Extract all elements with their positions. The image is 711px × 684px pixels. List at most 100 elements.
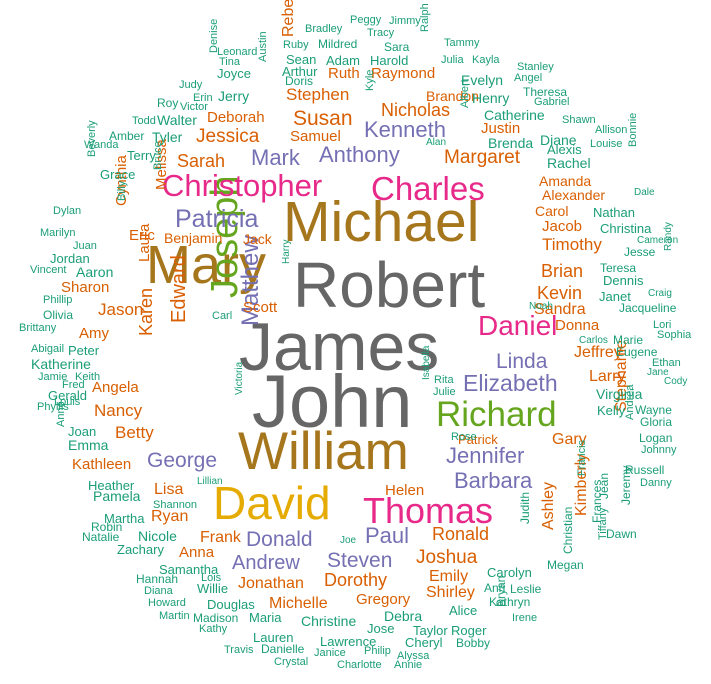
word-kevin: Kevin: [537, 283, 583, 303]
word-martha: Martha: [104, 511, 145, 526]
word-william: William: [238, 422, 409, 481]
word-alan: Alan: [426, 137, 447, 148]
word-ann: Ann: [484, 581, 506, 595]
word-amanda: Amanda: [539, 173, 592, 189]
word-crystal: Crystal: [274, 656, 309, 668]
word-natalie: Natalie: [82, 530, 120, 544]
word-leslie: Leslie: [510, 582, 542, 596]
word-rose: Rose: [451, 431, 477, 443]
word-larry: Larry: [589, 368, 626, 385]
word-patrick: Patrick: [458, 432, 498, 447]
word-bobby: Bobby: [456, 636, 491, 650]
word-cameron: Cameron: [637, 235, 679, 246]
word-howard: Howard: [148, 597, 186, 609]
word-craig: Craig: [648, 288, 672, 299]
word-donald: Donald: [246, 528, 313, 551]
word-alexander: Alexander: [542, 187, 606, 203]
word-zachary: Zachary: [117, 542, 164, 557]
word-jeremy: Jeremy: [619, 465, 633, 505]
word-jack: Jack: [243, 231, 272, 247]
word-brittany: Brittany: [19, 322, 57, 334]
word-gary: Gary: [552, 431, 587, 448]
word-sara: Sara: [384, 40, 410, 54]
word-taylor: Taylor: [413, 623, 448, 638]
word-edward: Edward: [168, 255, 190, 323]
word-ruby: Ruby: [283, 39, 309, 51]
word-leonard: Leonard: [217, 46, 258, 58]
word-anna: Anna: [179, 544, 215, 561]
word-ronald: Ronald: [432, 524, 490, 544]
word-tracy: Tracy: [367, 27, 395, 39]
word-george: George: [147, 449, 218, 472]
word-francis: Francis: [576, 439, 588, 476]
word-evelyn: Evelyn: [461, 72, 504, 88]
word-theresa: Theresa: [523, 85, 568, 99]
word-alice: Alice: [449, 603, 478, 618]
word-fred: Fred: [62, 379, 85, 391]
word-stanley: Stanley: [517, 61, 554, 73]
word-bradley: Bradley: [305, 23, 343, 35]
word-christopher: Christopher: [162, 168, 323, 203]
word-dawn: Dawn: [606, 527, 637, 541]
word-jesse: Jesse: [624, 245, 656, 259]
word-julie: Julie: [433, 386, 456, 398]
word-brandon: Brandon: [426, 88, 479, 104]
word-danielle: Danielle: [261, 642, 305, 656]
word-kelly: Kelly: [597, 403, 626, 418]
word-samuel: Samuel: [290, 128, 341, 145]
word-peter: Peter: [68, 343, 100, 358]
word-ryan: Ryan: [151, 508, 189, 525]
word-jessica: Jessica: [196, 126, 260, 147]
word-shirley: Shirley: [426, 584, 475, 601]
word-kenneth: Kenneth: [364, 117, 446, 142]
word-henry: Henry: [472, 90, 510, 106]
word-brian: Brian: [541, 261, 584, 281]
word-martin: Martin: [159, 610, 190, 622]
word-michelle: Michelle: [269, 595, 328, 612]
word-kathy: Kathy: [199, 623, 228, 635]
word-sarah: Sarah: [177, 151, 226, 171]
word-carlos: Carlos: [579, 335, 608, 346]
word-albert: Albert: [459, 79, 471, 108]
word-donna: Donna: [555, 317, 600, 334]
word-alyssa: Alyssa: [397, 650, 430, 662]
word-jason: Jason: [98, 300, 144, 319]
word-arthur: Arthur: [282, 64, 318, 79]
word-rebecca: Rebecca: [280, 0, 297, 37]
word-marilyn: Marilyn: [40, 227, 76, 239]
word-wanda: Wanda: [84, 139, 119, 151]
word-sharon: Sharon: [61, 279, 110, 296]
word-travis: Travis: [224, 644, 254, 656]
word-joe: Joe: [340, 535, 357, 546]
word-judith: Judith: [518, 491, 532, 524]
word-angel: Angel: [514, 72, 543, 84]
word-lori: Lori: [653, 319, 672, 331]
word-robert: Robert: [293, 249, 486, 321]
word-louis: Louis: [54, 396, 81, 408]
word-jacob: Jacob: [542, 218, 583, 235]
word-nicholas: Nicholas: [381, 100, 451, 120]
word-judy: Judy: [179, 79, 203, 91]
word-wayne: Wayne: [635, 403, 672, 417]
word-lisa: Lisa: [154, 481, 184, 498]
word-tyler: Tyler: [152, 129, 183, 145]
word-lois: Lois: [201, 572, 222, 584]
word-christian: Christian: [561, 506, 575, 554]
word-daniel: Daniel: [478, 310, 558, 341]
word-janice: Janice: [314, 647, 346, 659]
word-carolyn: Carolyn: [487, 565, 532, 580]
word-bonnie: Bonnie: [627, 112, 639, 147]
word-eric: Eric: [129, 227, 155, 244]
word-dennis: Dennis: [603, 273, 644, 288]
word-debra: Debra: [384, 608, 423, 624]
word-phyllis: Phyllis: [37, 401, 69, 413]
word-betty: Betty: [115, 423, 154, 442]
word-joshua: Joshua: [416, 547, 478, 568]
word-jeffrey: Jeffrey: [574, 344, 622, 361]
word-todd: Todd: [132, 115, 156, 127]
word-brenda: Brenda: [488, 135, 534, 151]
word-patricia: Patricia: [175, 205, 259, 233]
word-jordan: Jordan: [50, 251, 90, 266]
word-lillian: Lillian: [197, 476, 223, 487]
